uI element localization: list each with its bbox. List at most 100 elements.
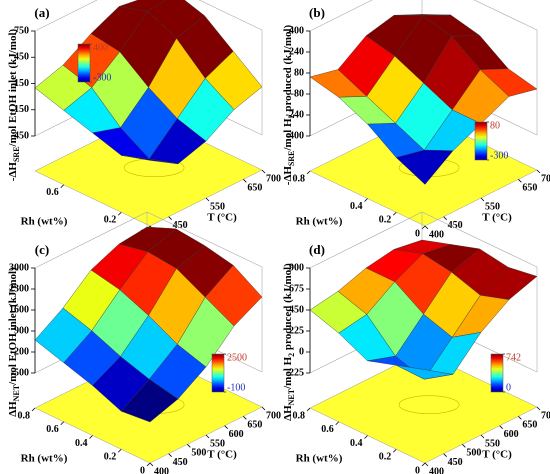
- box-edge: [473, 0, 538, 31]
- y-axis-label: Rh (wt%): [296, 453, 343, 465]
- z-axis-label-part: /mol EtOH inlet (kJ/mol): [7, 267, 19, 386]
- z-tick-label: 225: [289, 325, 304, 336]
- y-tick: [60, 184, 65, 189]
- x-tick: [518, 416, 522, 420]
- x-tick-label: 450: [448, 220, 463, 231]
- x-tick: [480, 434, 485, 439]
- colorbar-label: 2500: [227, 352, 247, 363]
- y-tick-label: 0: [415, 228, 420, 239]
- x-tick: [168, 216, 172, 220]
- x-tick: [205, 434, 210, 439]
- z-tick-label: 750: [14, 25, 29, 36]
- x-tick-label: 700: [266, 410, 281, 421]
- z-tick-label: -500: [11, 367, 29, 378]
- x-tick: [499, 425, 503, 429]
- x-tick: [243, 416, 247, 420]
- z-tick-label: 3000: [9, 262, 29, 273]
- x-tick: [480, 197, 485, 202]
- box-edge: [146, 211, 263, 268]
- x-tick-label: 400: [154, 466, 169, 474]
- y-tick: [306, 407, 311, 412]
- panel-label: (d): [309, 242, 325, 257]
- y-tick: [89, 435, 93, 439]
- x-axis-label: T (°C): [207, 212, 237, 224]
- box-edge: [34, 211, 148, 269]
- z-tick-label: 900: [14, 325, 29, 336]
- y-tick-label: 0.2: [379, 452, 392, 463]
- z-axis-label: -ΔHSRE/mol EtOH inlet (kJ/mol): [7, 29, 22, 182]
- x-tick: [443, 453, 447, 457]
- z-axis-label-part: -ΔH: [282, 166, 294, 186]
- x-tick: [424, 225, 429, 230]
- z-tick-label: 80: [294, 67, 304, 78]
- y-tick-label: 0.2: [104, 452, 117, 463]
- contour: [398, 395, 460, 414]
- x-tick-label: 650: [522, 183, 537, 194]
- colorbar-label: 742: [506, 352, 521, 363]
- x-tick: [443, 216, 447, 220]
- z-axis-label-part: produced (kJ/mol): [282, 263, 294, 353]
- box-edge: [309, 211, 423, 269]
- y-tick-label: 0: [415, 465, 420, 474]
- x-tick-label: 450: [173, 220, 188, 231]
- surface-patch: [121, 155, 179, 165]
- x-tick: [149, 462, 154, 467]
- z-axis-label-part: ΔH: [282, 405, 294, 421]
- z-tick-label: 1600: [9, 304, 29, 315]
- x-tick-label: 400: [429, 466, 444, 474]
- x-tick: [462, 444, 466, 448]
- z-tick-label: -150: [11, 104, 29, 115]
- y-tick-label: 0.6: [46, 187, 59, 198]
- z-tick-label: 450: [289, 304, 304, 315]
- x-tick-label: 600: [229, 429, 244, 440]
- box-edge: [421, 211, 538, 268]
- x-tick: [224, 425, 228, 429]
- z-tick-label: 675: [289, 283, 304, 294]
- x-tick-label: 650: [522, 420, 537, 431]
- z-axis-label: ΔHNET/mol EtOH inlet (kJ/mol): [7, 267, 22, 417]
- panel-label: (b): [309, 5, 325, 20]
- z-tick-label: -225: [286, 367, 304, 378]
- z-axis-label-part: NET: [12, 384, 21, 401]
- x-tick-label: 650: [247, 420, 262, 431]
- panel-label: (a): [34, 5, 49, 20]
- colorbar-label: -300: [93, 72, 111, 83]
- colorbar-label: -100: [227, 382, 245, 393]
- z-tick-label: 150: [14, 78, 29, 89]
- colorbar: [490, 353, 504, 393]
- z-tick-label: 2300: [9, 283, 29, 294]
- x-tick-label: 550: [485, 438, 500, 449]
- box-edge: [309, 0, 373, 32]
- x-tick: [536, 169, 541, 174]
- y-tick: [335, 421, 340, 426]
- surface-patch: [395, 149, 454, 185]
- x-axis-label: T (°C): [482, 449, 512, 461]
- x-axis-label: T (°C): [207, 449, 237, 461]
- z-axis-label-part: ΔH: [7, 401, 19, 417]
- x-tick: [536, 406, 541, 411]
- colorbar-label: 0: [506, 382, 511, 393]
- y-axis-label: Rh (wt%): [21, 453, 68, 465]
- z-axis-label-part: SRE: [12, 146, 21, 162]
- z-axis-label-part: SRE: [287, 151, 296, 167]
- x-tick: [168, 453, 172, 457]
- colorbar: [77, 43, 91, 83]
- z-axis-label-part: /mol H: [282, 118, 294, 152]
- y-tick: [392, 211, 397, 216]
- panel: -450-15015045075040045055065070000.20.6T…: [7, 0, 281, 240]
- z-axis-label-part: /mol H: [282, 356, 294, 390]
- x-tick-label: 450: [448, 457, 463, 468]
- y-tick-label: 0: [140, 465, 145, 474]
- y-tick: [421, 462, 426, 467]
- x-tick: [243, 179, 247, 183]
- box-edge: [198, 0, 263, 31]
- z-tick-label: -240: [286, 109, 304, 120]
- x-tick: [518, 179, 522, 183]
- x-tick-label: 600: [504, 429, 519, 440]
- y-tick: [421, 225, 426, 230]
- x-tick: [261, 406, 266, 411]
- x-tick-label: 450: [173, 457, 188, 468]
- colorbar: [211, 353, 225, 393]
- z-axis-label-part: NET: [287, 388, 296, 405]
